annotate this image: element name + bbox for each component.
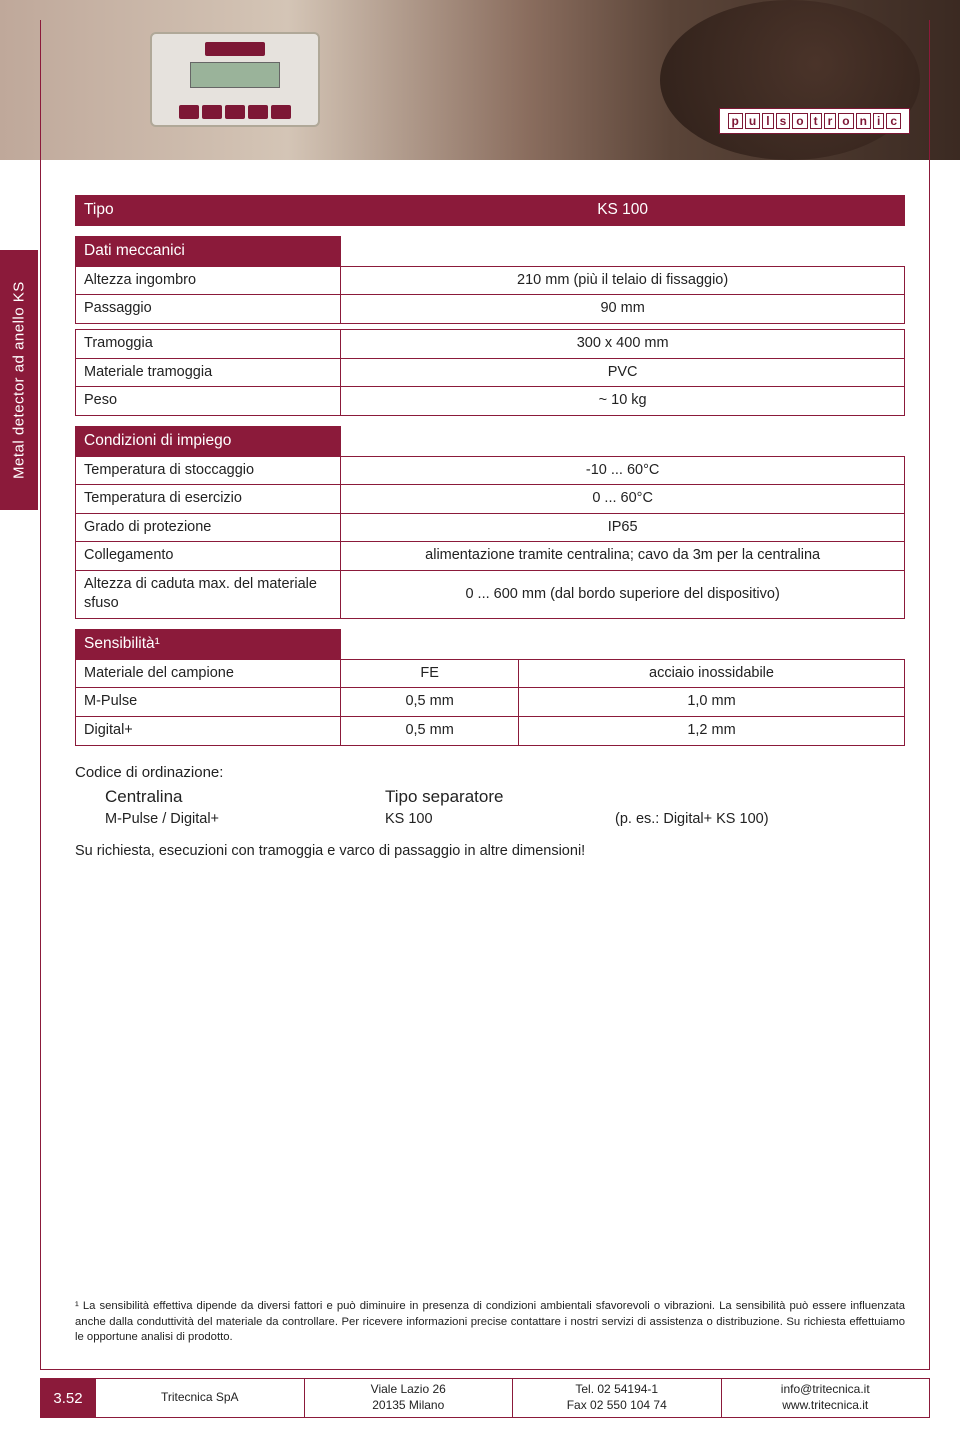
sens-header: Sensibilità¹ [76, 629, 341, 659]
spec-label: Grado di protezione [76, 513, 341, 542]
order-h2: Tipo separatore [385, 787, 615, 807]
sens-col1: FE [341, 659, 519, 688]
footer-web: info@tritecnica.it www.tritecnica.it [722, 1378, 931, 1418]
spec-label: Collegamento [76, 542, 341, 571]
spec-value: 90 mm [341, 295, 905, 324]
sens-label: M-Pulse [76, 688, 341, 717]
spec-label: Altezza di caduta max. del materiale sfu… [76, 570, 341, 618]
spec-value: PVC [341, 358, 905, 387]
footer-address: Viale Lazio 26 20135 Milano [305, 1378, 514, 1418]
tipo-header: Tipo [76, 196, 341, 226]
web: www.tritecnica.it [782, 1398, 868, 1414]
sens-label: Digital+ [76, 717, 341, 746]
footnote: ¹ La sensibilità effettiva dipende da di… [75, 1299, 905, 1345]
company-name: Tritecnica SpA [161, 1390, 239, 1406]
order-c3: (p. es.: Digital+ KS 100) [615, 811, 769, 827]
fax: Fax 02 550 104 74 [567, 1398, 667, 1414]
spec-label: Temperatura di stoccaggio [76, 456, 341, 485]
dati-header: Dati meccanici [76, 236, 341, 266]
spec-value: 0 ... 60°C [341, 485, 905, 514]
note-line: Su richiesta, esecuzioni con tramoggia e… [75, 843, 905, 859]
spec-value: alimentazione tramite centralina; cavo d… [341, 542, 905, 571]
spec-value: IP65 [341, 513, 905, 542]
order-h1: Centralina [105, 787, 385, 807]
spec-value: 210 mm (più il telaio di fissaggio) [341, 266, 905, 295]
sidebar-tab: Metal detector ad anello KS [0, 250, 38, 510]
sens-value: 1,2 mm [518, 717, 904, 746]
dati-table: Dati meccanici Altezza ingombro210 mm (p… [75, 236, 905, 416]
spec-label: Tramoggia [76, 329, 341, 358]
tipo-value: KS 100 [341, 196, 905, 226]
sens-table: Sensibilità¹ Materiale del campione FE a… [75, 629, 905, 746]
order-title: Codice di ordinazione: [75, 764, 905, 781]
spec-value: 300 x 400 mm [341, 329, 905, 358]
spec-label: Temperatura di esercizio [76, 485, 341, 514]
page-number: 3.52 [40, 1378, 96, 1418]
sens-col2: acciaio inossidabile [518, 659, 904, 688]
sens-value: 0,5 mm [341, 717, 519, 746]
tipo-table: Tipo KS 100 [75, 195, 905, 226]
tel: Tel. 02 54194-1 [575, 1382, 658, 1398]
spec-label: Materiale tramoggia [76, 358, 341, 387]
sens-value: 0,5 mm [341, 688, 519, 717]
footer: 3.52 Tritecnica SpA Viale Lazio 26 20135… [40, 1378, 930, 1418]
spec-value: -10 ... 60°C [341, 456, 905, 485]
order-c2: KS 100 [385, 811, 615, 827]
cond-header: Condizioni di impiego [76, 426, 341, 456]
addr1: Viale Lazio 26 [371, 1382, 446, 1398]
sens-value: 1,0 mm [518, 688, 904, 717]
order-c1: M-Pulse / Digital+ [105, 811, 385, 827]
cond-table: Condizioni di impiego Temperatura di sto… [75, 426, 905, 619]
spec-value: ~ 10 kg [341, 387, 905, 416]
addr2: 20135 Milano [372, 1398, 444, 1414]
sens-col0: Materiale del campione [76, 659, 341, 688]
spec-label: Peso [76, 387, 341, 416]
footer-company: Tritecnica SpA [96, 1378, 305, 1418]
spec-label: Altezza ingombro [76, 266, 341, 295]
content-area: Tipo KS 100 Dati meccanici Altezza ingom… [75, 195, 905, 859]
email: info@tritecnica.it [781, 1382, 870, 1398]
spec-value: 0 ... 600 mm (dal bordo superiore del di… [341, 570, 905, 618]
footer-phone: Tel. 02 54194-1 Fax 02 550 104 74 [513, 1378, 722, 1418]
spec-label: Passaggio [76, 295, 341, 324]
order-block: Codice di ordinazione: Centralina Tipo s… [75, 764, 905, 859]
